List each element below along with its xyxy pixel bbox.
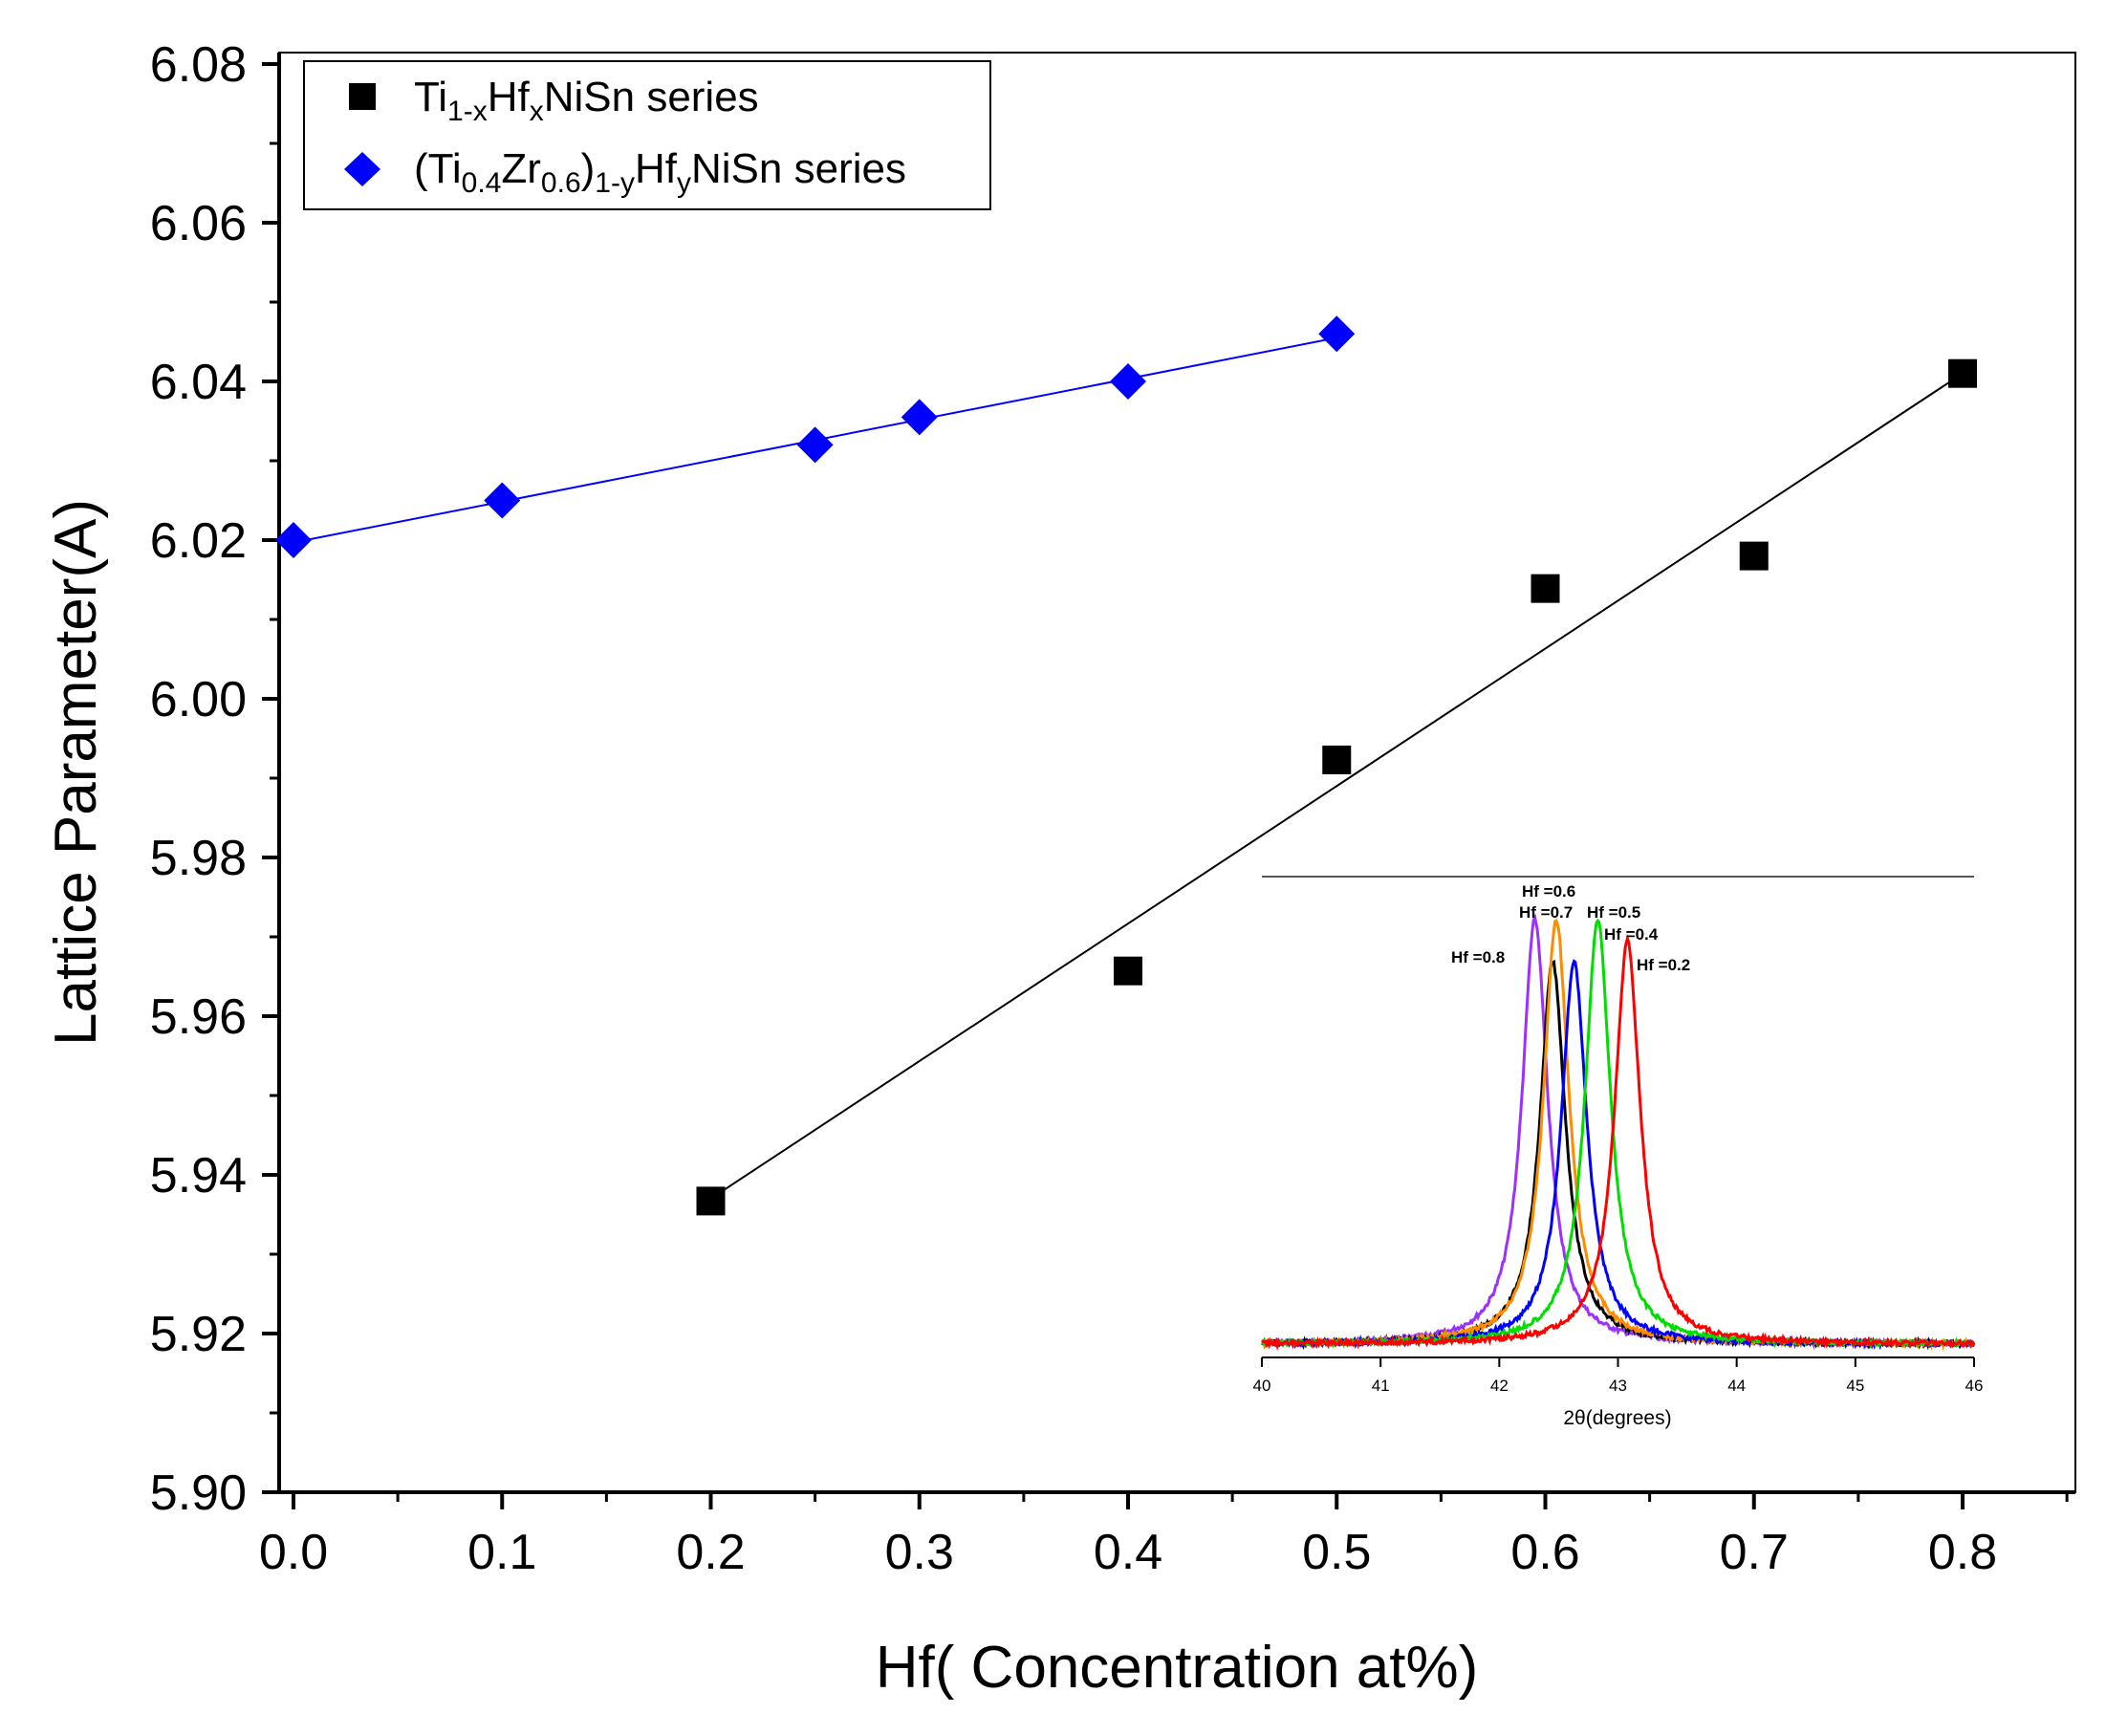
legend-text-part: 1-x — [447, 96, 488, 127]
diamond-data-point — [1110, 363, 1146, 400]
legend-text-part: ) — [581, 145, 596, 192]
inset-x-tick-label: 40 — [1253, 1377, 1271, 1395]
x-axis-title: Hf( Concentration at%) — [876, 1635, 1479, 1701]
legend-square-marker — [349, 83, 376, 110]
diamond-data-point — [275, 522, 312, 558]
x-tick-label: 0.4 — [1094, 1525, 1162, 1580]
xrd-inset: 40 41 42 43 44 45 46 2θ(degrees) Hf =0.2Hf =0.… — [1253, 876, 1984, 1429]
inset-x-tick-label: 43 — [1609, 1377, 1627, 1395]
y-tick-label: 5.92 — [150, 1307, 247, 1362]
legend-text-part: Ti — [414, 74, 447, 120]
inset-peak-label: Hf =0.2 — [1637, 956, 1690, 974]
y-axis-title: Lattice Parameter(A) — [43, 499, 109, 1046]
legend-text-part: x — [530, 96, 544, 127]
y-tick-label: 5.96 — [150, 989, 247, 1045]
square-data-point — [1114, 956, 1142, 986]
y-tick-label: 6.00 — [150, 672, 247, 727]
x-tick-label: 0.5 — [1302, 1525, 1371, 1580]
inset-x-tick-label: 45 — [1846, 1377, 1864, 1395]
inset-x-tick-label: 42 — [1490, 1377, 1509, 1395]
legend-text-part: y — [677, 167, 691, 199]
legend-text-part: 1-y — [595, 167, 635, 199]
diamond-data-point — [901, 399, 938, 436]
inset-peak-label: Hf =0.6 — [1522, 882, 1575, 901]
y-axis-ticks: 5.90 5.92 5.94 5.96 5.98 6.00 6.02 6.04 6.06 6.08 — [150, 37, 279, 1521]
square-data-point — [1322, 745, 1352, 774]
x-tick-label: 0.7 — [1720, 1525, 1789, 1580]
legend-box — [303, 60, 991, 210]
legend-label-ti-hf-series: Ti1-xHfxNiSn series — [414, 74, 759, 127]
legend-text-part: Hf — [635, 145, 678, 192]
x-tick-label: 0.2 — [676, 1525, 745, 1580]
inset-peak-label: Hf =0.4 — [1604, 925, 1659, 944]
legend-text-part: 0.4 — [462, 167, 502, 199]
square-data-point — [696, 1186, 726, 1216]
inset-peak-labels: Hf =0.2 Hf =0.4 Hf =0.5 Hf =0.6 Hf =0.7 Hf =0… — [1451, 882, 1690, 974]
inset-peak-label: Hf =0.5 — [1587, 903, 1640, 922]
y-tick-label: 5.94 — [150, 1148, 247, 1204]
y-tick-label: 6.08 — [150, 37, 247, 93]
x-tick-label: 0.1 — [467, 1525, 536, 1580]
diamond-data-point — [1318, 315, 1356, 353]
inset-x-tick-label: 46 — [1965, 1377, 1984, 1395]
x-tick-label: 0.8 — [1928, 1525, 1997, 1580]
inset-x-ticks: 40 41 42 43 44 45 46 — [1253, 1357, 1984, 1395]
square-data-point — [1739, 541, 1769, 571]
fit-line-series-0 — [709, 372, 1964, 1200]
diamond-data-point — [796, 426, 834, 464]
legend-text-part: Hf — [488, 74, 531, 120]
inset-curves — [1261, 913, 1976, 1352]
inset-x-tick-label: 41 — [1372, 1377, 1390, 1395]
inset-x-axis-title: 2θ(degrees) — [1563, 1407, 1671, 1429]
inset-peak-label: Hf =0.7 — [1519, 903, 1573, 922]
y-tick-label: 6.06 — [150, 196, 247, 251]
legend: Ti1-xHfxNiSn series (Ti0.4Zr0.6)1-yHfyNi… — [303, 60, 991, 210]
y-tick-label: 6.02 — [150, 513, 247, 569]
legend-text-part: NiSn series — [544, 74, 759, 120]
square-data-point — [1948, 358, 1977, 388]
diamond-data-point — [484, 482, 521, 519]
x-tick-label: 0.0 — [259, 1525, 328, 1580]
legend-label-tizr-hf-series: (Ti0.4Zr0.6)1-yHfyNiSn series — [414, 145, 906, 199]
square-data-point — [1531, 574, 1560, 603]
y-tick-label: 5.98 — [150, 831, 247, 886]
inset-x-tick-label: 44 — [1727, 1377, 1746, 1395]
legend-text-part: Zr — [501, 145, 541, 192]
data-markers — [275, 315, 1977, 1216]
x-tick-label: 0.3 — [885, 1525, 954, 1580]
legend-text-part: (Ti — [414, 145, 462, 192]
x-tick-label: 0.6 — [1510, 1525, 1579, 1580]
legend-diamond-marker — [344, 152, 380, 186]
xrd-curve — [1261, 934, 1976, 1352]
y-tick-label: 5.90 — [150, 1465, 247, 1521]
legend-text-part: NiSn series — [691, 145, 906, 192]
x-axis-ticks: 0.0 0.1 0.2 0.3 0.4 0.5 0.6 0.7 0.8 — [259, 1492, 2069, 1580]
legend-text-part: 0.6 — [541, 167, 581, 199]
inset-peak-label: Hf =0.8 — [1451, 948, 1505, 966]
y-tick-label: 6.04 — [150, 355, 247, 410]
